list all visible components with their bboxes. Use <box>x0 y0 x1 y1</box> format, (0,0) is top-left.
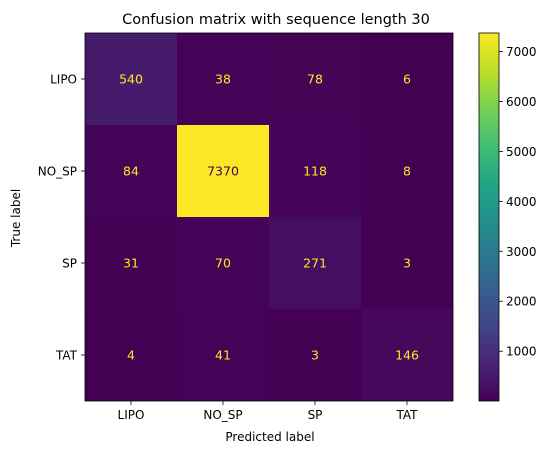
cell-value-label: 118 <box>303 164 327 179</box>
y-tick-label: SP <box>62 257 77 271</box>
x-tick-label: TAT <box>395 408 418 422</box>
matrix-cell-labels: 540 38 78 6 84 7370 118 8 31 70 271 3 4 41 3 146 <box>119 72 419 363</box>
cell-value-label: 3 <box>403 256 411 271</box>
x-axis-label: Predicted label <box>225 430 314 444</box>
cell-value-label: 146 <box>395 348 419 363</box>
colorbar-tick-label: 2000 <box>506 295 537 309</box>
cell-value-label: 78 <box>307 72 323 87</box>
cell-value-label: 6 <box>403 72 411 87</box>
y-axis-label: True label <box>9 189 23 248</box>
cell-value-label: 31 <box>123 256 139 271</box>
colorbar <box>478 32 500 402</box>
matrix-cell <box>177 217 269 309</box>
chart-title: Confusion matrix with sequence length 30 <box>122 12 430 28</box>
cell-value-label: 271 <box>303 256 327 271</box>
cell-value-label: 7370 <box>207 164 239 179</box>
colorbar-tick-label: 5000 <box>506 145 537 159</box>
plot-frame <box>84 32 454 402</box>
y-tick-label: LIPO <box>50 73 77 87</box>
matrix-cell <box>361 309 453 401</box>
cell-value-label: 3 <box>311 348 319 363</box>
matrix-cell <box>85 125 177 217</box>
matrix-cell <box>361 33 453 125</box>
y-axis-ticks: LIPO NO_SP SP TAT <box>38 73 85 363</box>
matrix-cell <box>85 33 177 125</box>
x-tick-label: SP <box>308 408 323 422</box>
matrix-cell <box>269 33 361 125</box>
cell-value-label: 38 <box>215 72 231 87</box>
cell-value-label: 4 <box>127 348 135 363</box>
colorbar-ticks: 1000 2000 3000 4000 5000 6000 7000 <box>499 45 537 359</box>
y-tick-label: NO_SP <box>38 165 77 179</box>
y-tick-label: TAT <box>55 349 78 363</box>
matrix-cell <box>177 33 269 125</box>
matrix-cell <box>361 217 453 309</box>
matrix-cell <box>85 309 177 401</box>
matrix-cell <box>269 217 361 309</box>
colorbar-tick-label: 7000 <box>506 45 537 59</box>
matrix-cell <box>177 309 269 401</box>
x-tick-label: NO_SP <box>203 408 242 422</box>
matrix-cell <box>361 125 453 217</box>
matrix-cell <box>177 125 269 217</box>
matrix-cell <box>269 309 361 401</box>
cell-value-label: 70 <box>215 256 231 271</box>
colorbar-tick-label: 4000 <box>506 195 537 209</box>
matrix-cell <box>269 125 361 217</box>
cell-value-label: 84 <box>123 164 139 179</box>
matrix-cell <box>85 217 177 309</box>
colorbar-tick-label: 3000 <box>506 245 537 259</box>
colorbar-tick-label: 1000 <box>506 345 537 359</box>
cell-value-label: 540 <box>119 72 143 87</box>
x-tick-label: LIPO <box>118 408 145 422</box>
cell-value-label: 8 <box>403 164 411 179</box>
x-axis-ticks: LIPO NO_SP SP TAT <box>118 401 418 422</box>
matrix-cells <box>85 33 453 401</box>
colorbar-tick-label: 6000 <box>506 95 537 109</box>
cell-value-label: 41 <box>215 348 231 363</box>
